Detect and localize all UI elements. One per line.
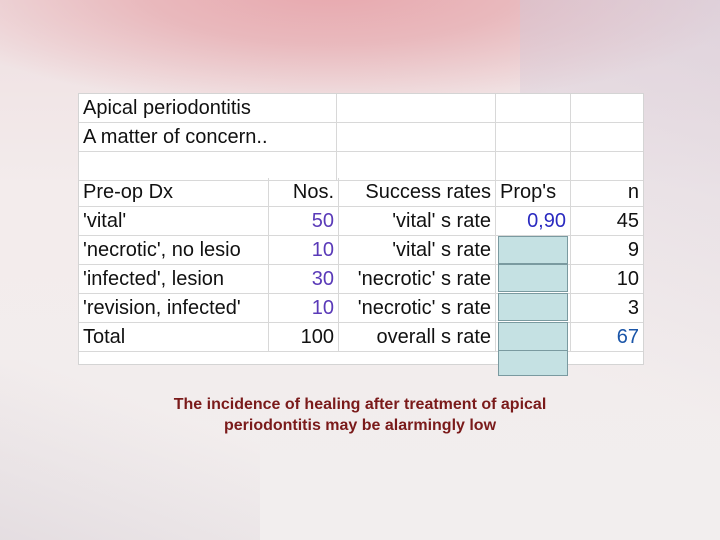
background-streak — [0, 360, 260, 540]
row-dx: Total — [79, 323, 269, 352]
row-n: 45 — [571, 207, 643, 236]
row-nos: 50 — [269, 207, 339, 236]
row-label: 'necrotic' s rate — [339, 265, 496, 294]
row-dx: 'necrotic', no lesio — [79, 236, 269, 265]
row-n: 9 — [571, 236, 643, 265]
empty-cell — [496, 94, 571, 123]
row-n: 3 — [571, 294, 643, 323]
empty-cell — [571, 123, 643, 152]
sheet-title-line2: A matter of concern.. — [79, 123, 337, 152]
row-nos: 30 — [269, 265, 339, 294]
caption-line2: periodontitis may be alarmingly low — [223, 417, 497, 434]
sheet-title-line1: Apical periodontitis — [79, 94, 337, 123]
row-label: 'vital' s rate — [339, 236, 496, 265]
row-dx: 'revision, infected' — [79, 294, 269, 323]
header-success-rates: Success rates — [339, 178, 496, 207]
row-n: 67 — [571, 323, 643, 352]
row-nos: 10 — [269, 236, 339, 265]
empty-cell — [496, 123, 571, 152]
slide-caption: The incidence of healing after treatment… — [100, 394, 620, 436]
filled-cell — [498, 264, 568, 292]
row-label: 'necrotic' s rate — [339, 294, 496, 323]
row-nos: 10 — [269, 294, 339, 323]
filled-cell — [498, 350, 568, 376]
row-dx: 'infected', lesion — [79, 265, 269, 294]
empty-cell — [337, 94, 496, 123]
header-props: Prop's — [496, 178, 571, 207]
filled-cell — [498, 236, 568, 264]
empty-row — [79, 152, 337, 181]
empty-cell — [337, 123, 496, 152]
row-n: 10 — [571, 265, 643, 294]
caption-line1: The incidence of healing after treatment… — [173, 396, 547, 413]
header-n: n — [571, 178, 643, 207]
row-label: overall s rate — [339, 323, 496, 352]
row-label: 'vital' s rate — [339, 207, 496, 236]
row-dx: 'vital' — [79, 207, 269, 236]
empty-cell — [571, 152, 643, 181]
filled-cell — [498, 293, 568, 321]
empty-cell — [496, 152, 571, 181]
header-pre-op-dx: Pre-op Dx — [79, 178, 269, 207]
header-nos: Nos. — [269, 178, 339, 207]
row-nos: 100 — [269, 323, 339, 352]
row-prop: 0,90 — [496, 207, 571, 236]
empty-cell — [571, 94, 643, 123]
empty-cell — [337, 152, 496, 181]
